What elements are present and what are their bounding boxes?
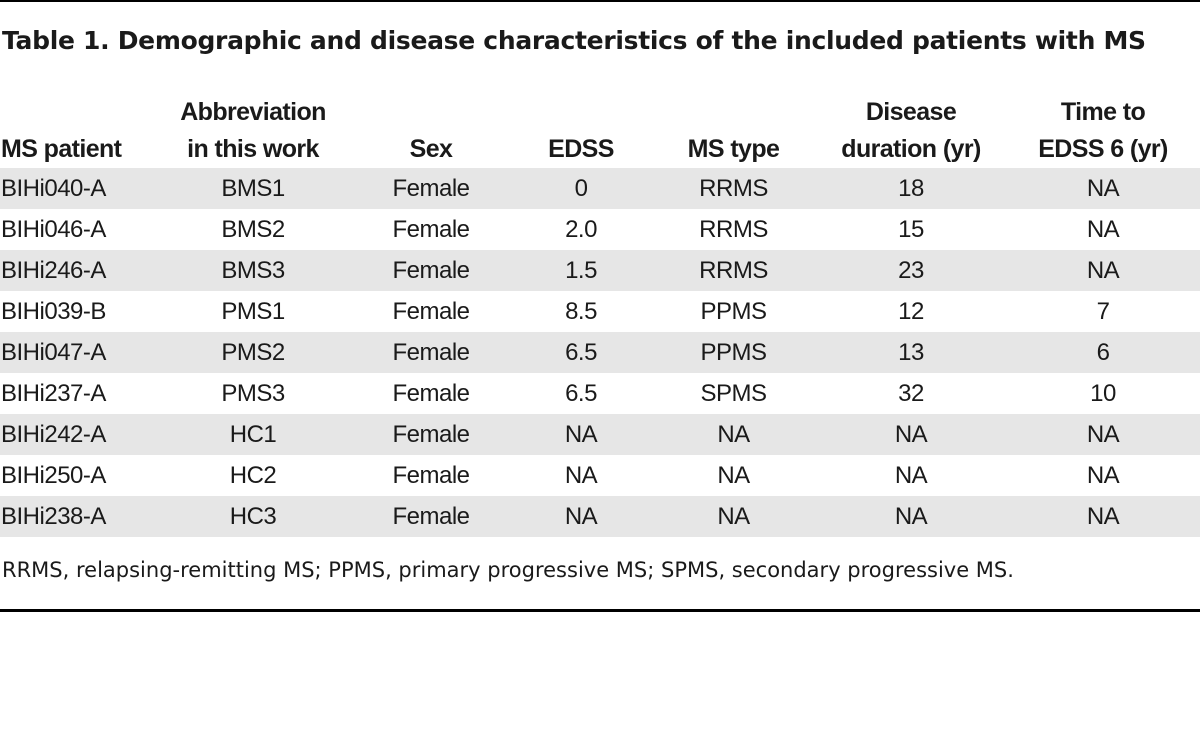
cell-sex: Female [392, 379, 470, 407]
cell-ms-patient: BIHi246-A [0, 250, 155, 291]
cell-sex: Female [351, 332, 511, 373]
table-caption: Table 1. Demographic and disease charact… [2, 26, 1146, 55]
table-footnote: RRMS, relapsing-remitting MS; PPMS, prim… [2, 558, 1014, 582]
table-row: BIHi047-A PMS2 Female 6.5 PPMS 13 6 [0, 332, 1200, 373]
cell-abbreviation: PMS2 [155, 332, 351, 373]
col-header-sex: Sex [351, 92, 511, 168]
cell-ms-type: RRMS [699, 215, 768, 243]
cell-ms-patient: BIHi250-A [1, 461, 106, 489]
col-header-ms-patient: MS patient [0, 92, 155, 168]
col-header-line: EDSS [548, 135, 614, 163]
cell-edss: 6.5 [565, 379, 597, 407]
cell-disease-duration: 32 [898, 379, 924, 407]
cell-abbreviation: BMS3 [155, 250, 351, 291]
cell-edss: NA [511, 496, 651, 537]
cell-disease-duration: NA [894, 461, 928, 489]
col-header-line: Disease [865, 98, 957, 126]
cell-disease-duration: 15 [898, 215, 924, 243]
cell-ms-patient: BIHi039-B [1, 297, 106, 325]
table-row: BIHi242-A HC1 Female NA NA NA NA [0, 414, 1200, 455]
table-body: BIHi040-A BMS1 Female 0 RRMS 18 NA BIHi046-A BMS… [0, 168, 1200, 537]
top-rule [0, 0, 1200, 2]
cell-sex: Female [351, 496, 511, 537]
cell-edss: 6.5 [511, 332, 651, 373]
cell-ms-patient: BIHi046-A [1, 215, 106, 243]
cell-abbreviation: BMS1 [155, 168, 351, 209]
cell-abbreviation: BMS2 [221, 215, 285, 243]
header-row: MS patient Abbreviation in this work Sex… [0, 92, 1200, 168]
cell-ms-type: PPMS [651, 332, 816, 373]
table-row: BIHi237-A PMS3 Female 6.5 SPMS 32 10 [0, 373, 1200, 414]
cell-ms-type: NA [651, 414, 816, 455]
cell-ms-type: RRMS [651, 250, 816, 291]
col-header-time-to-edss6: Time to EDSS 6 (yr) [1006, 92, 1200, 168]
cell-time-to-edss6: 10 [1090, 379, 1116, 407]
cell-abbreviation: PMS1 [221, 297, 285, 325]
cell-sex: Female [351, 250, 511, 291]
col-header-abbreviation: Abbreviation in this work [155, 92, 351, 168]
col-header-line: Time to [1060, 98, 1146, 126]
cell-ms-patient: BIHi047-A [0, 332, 155, 373]
cell-time-to-edss6: NA [1006, 496, 1200, 537]
col-header-line: duration (yr) [841, 135, 981, 163]
cell-sex: Female [351, 168, 511, 209]
cell-time-to-edss6: NA [1006, 414, 1200, 455]
cell-edss: 0 [511, 168, 651, 209]
col-header-line: EDSS 6 (yr) [1038, 135, 1168, 163]
table-row: BIHi246-A BMS3 Female 1.5 RRMS 23 NA [0, 250, 1200, 291]
table-row: BIHi238-A HC3 Female NA NA NA NA [0, 496, 1200, 537]
cell-disease-duration: NA [816, 414, 1006, 455]
cell-edss: 8.5 [565, 297, 597, 325]
cell-ms-type: NA [717, 461, 750, 489]
cell-time-to-edss6: 7 [1096, 297, 1110, 325]
cell-edss: NA [511, 414, 651, 455]
cell-sex: Female [351, 414, 511, 455]
cell-sex: Female [392, 461, 470, 489]
col-header-line: Sex [409, 135, 453, 163]
cell-abbreviation: PMS3 [221, 379, 285, 407]
cell-abbreviation: HC3 [155, 496, 351, 537]
cell-sex: Female [392, 215, 470, 243]
cell-edss: 2.0 [565, 215, 597, 243]
col-header-ms-type: MS type [651, 92, 816, 168]
cell-disease-duration: NA [816, 496, 1006, 537]
cell-ms-patient: BIHi237-A [1, 379, 106, 407]
col-header-line: Abbreviation [180, 98, 326, 126]
cell-disease-duration: 18 [816, 168, 1006, 209]
cell-time-to-edss6: NA [1086, 461, 1120, 489]
cell-ms-patient: BIHi040-A [0, 168, 155, 209]
cell-time-to-edss6: 6 [1006, 332, 1200, 373]
cell-ms-type: PPMS [700, 297, 767, 325]
cell-abbreviation: HC2 [229, 461, 277, 489]
cell-edss: NA [564, 461, 598, 489]
table-row: BIHi039-B PMS1 Female 8.5 PPMS 12 7 [0, 291, 1200, 332]
cell-abbreviation: HC1 [155, 414, 351, 455]
table-row: BIHi250-A HC2 Female NA NA NA NA [0, 455, 1200, 496]
cell-sex: Female [392, 297, 470, 325]
cell-ms-type: SPMS [700, 379, 767, 407]
table-header: MS patient Abbreviation in this work Sex… [0, 92, 1200, 168]
cell-disease-duration: 13 [816, 332, 1006, 373]
col-header-line: MS type [687, 135, 780, 163]
cell-edss: 1.5 [511, 250, 651, 291]
cell-ms-type: NA [651, 496, 816, 537]
cell-time-to-edss6: NA [1086, 215, 1120, 243]
cell-time-to-edss6: NA [1006, 168, 1200, 209]
table-row: BIHi046-A BMS2 Female 2.0 RRMS 15 NA [0, 209, 1200, 250]
col-header-line: in this work [187, 135, 319, 163]
cell-ms-patient: BIHi238-A [0, 496, 155, 537]
patient-table: MS patient Abbreviation in this work Sex… [0, 92, 1200, 537]
col-header-line: MS patient [1, 135, 122, 163]
table-row: BIHi040-A BMS1 Female 0 RRMS 18 NA [0, 168, 1200, 209]
col-header-disease-duration: Disease duration (yr) [816, 92, 1006, 168]
bottom-rule [0, 609, 1200, 612]
cell-ms-patient: BIHi242-A [0, 414, 155, 455]
cell-disease-duration: 23 [816, 250, 1006, 291]
cell-time-to-edss6: NA [1006, 250, 1200, 291]
col-header-edss: EDSS [511, 92, 651, 168]
cell-disease-duration: 12 [898, 297, 924, 325]
cell-ms-type: RRMS [651, 168, 816, 209]
